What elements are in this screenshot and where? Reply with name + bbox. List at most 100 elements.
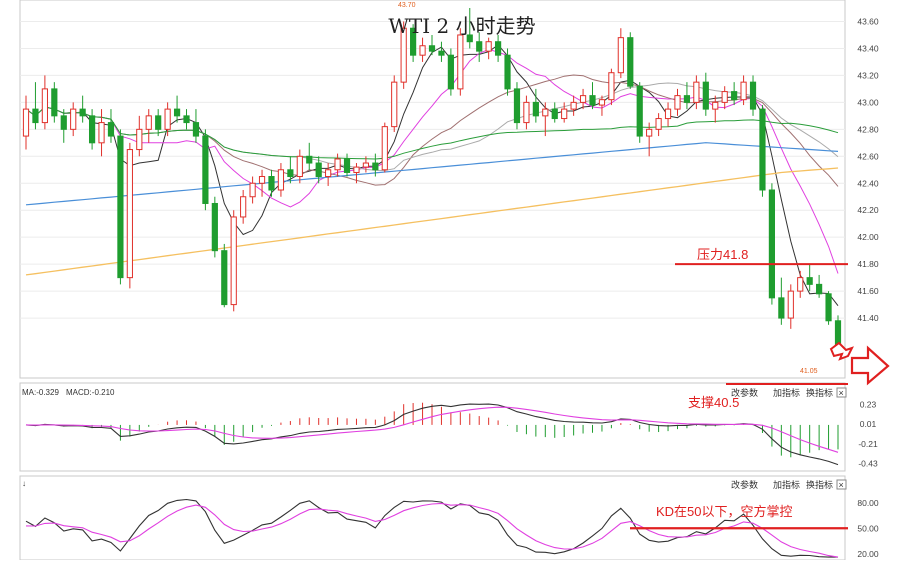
candle [749,75,757,116]
ma120-line [25,142,839,206]
candle [117,129,124,285]
kd-close-label[interactable]: × [839,480,844,490]
macd-legend: MACD:-0.210 [66,388,115,397]
candle [532,88,539,123]
resistance-label: 压力41.8 [697,247,748,262]
y-tick-label: 41.80 [857,259,879,269]
candle [230,210,237,312]
candle [192,109,200,143]
candle [504,48,511,96]
kd-add-indicator-button[interactable]: 加指标 [773,479,800,490]
candle [353,163,360,184]
candle [334,153,341,177]
candle [655,113,662,137]
support-label: 支撑40.5 [688,395,739,410]
y-tick-label: 43.40 [857,43,879,53]
ma250-line [25,167,839,276]
candle [457,28,464,96]
kd-panel [19,475,846,561]
candle [183,109,190,130]
candle [419,37,426,62]
candle [721,86,728,110]
candle [608,68,615,106]
candle [513,82,521,130]
y-tick-label: 41.40 [857,313,879,323]
candle [155,109,162,137]
candle [211,196,218,258]
candle [343,153,351,177]
candle [825,291,832,325]
add-indicator-button[interactable]: 加指标 [773,387,800,398]
candle [410,24,417,62]
y-tick-label: 42.60 [857,151,879,161]
candle [22,95,30,150]
ma10-line [25,48,839,274]
close-label[interactable]: × [839,388,844,398]
candle [126,142,133,289]
candle [60,109,67,143]
down-arrow-icon [829,341,854,361]
candle [268,169,275,197]
candle [816,274,823,298]
candle [136,115,143,157]
candle [362,156,370,173]
candle [702,72,709,116]
candle [683,82,691,110]
y-tick-label: 42.00 [857,232,879,242]
d-line [25,502,839,558]
candle [466,8,473,49]
candle [173,95,181,123]
kd-switch-indicator-button[interactable]: 换指标 [806,479,833,490]
candle [598,95,606,116]
y-tick-label: 43.00 [857,97,879,107]
candle [315,156,322,184]
candle [542,102,549,137]
candle [712,95,719,123]
candle [70,102,77,137]
y-tick-label: 42.80 [857,124,879,134]
kd-change-params-button[interactable]: 改参数 [731,479,758,490]
macd-panel [19,382,846,472]
kd-annotation: KD在50以下，空方掌控 [656,504,793,519]
switch-indicator-button[interactable]: 换指标 [806,387,833,398]
candle [494,34,502,62]
candle [240,190,247,224]
candle [438,41,445,62]
k-line [25,498,838,558]
candle [107,109,115,143]
candle [221,243,228,308]
kd-y-tick: 50.00 [857,523,879,533]
candle [400,21,407,89]
kd-close-icon[interactable] [836,479,847,490]
candle [51,82,58,123]
candle [391,75,398,133]
ma60-line [25,106,839,160]
candle [778,277,785,325]
candle [306,142,313,170]
candle [646,122,653,157]
candle [579,88,587,110]
candle [551,102,558,123]
low-price-label: 41.05 [800,368,818,375]
dea-line [25,406,839,453]
candle [636,82,643,143]
candle [627,32,634,89]
kd-y-tick: 80.00 [857,498,879,508]
candle [372,153,379,177]
y-tick-label: 42.40 [857,178,879,188]
y-tick-label: 42.20 [857,205,879,215]
candle [617,28,624,79]
change-params-button[interactable]: 改参数 [731,387,758,398]
candle [561,102,568,123]
candle [41,75,48,130]
ma-legend: MA:-0.329 [22,388,59,397]
candle [476,32,483,62]
candle [325,163,332,186]
candle [674,88,681,116]
right-arrow-icon [850,345,890,386]
close-icon[interactable] [836,387,847,398]
candle [740,75,747,106]
candle [768,183,776,305]
